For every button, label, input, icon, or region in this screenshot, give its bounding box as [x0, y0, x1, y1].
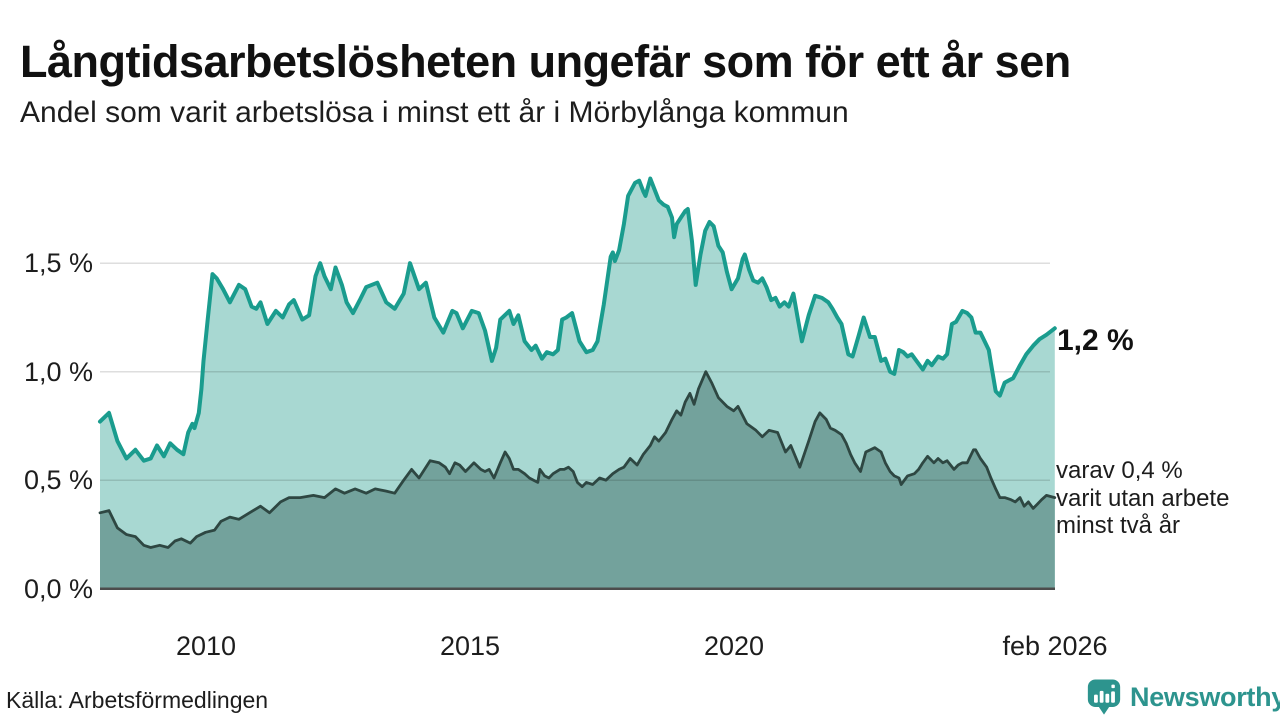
line-min-one-year	[98, 176, 1057, 463]
x-axis-tick-2020: 2020	[703, 631, 765, 661]
y-axis-tick-0-5: 0,5 %	[23, 465, 93, 495]
y-axis-tick-1-5: 1,5 %	[23, 248, 93, 278]
newsworthy-logo: Newsworthy	[1085, 678, 1280, 717]
area-fill-min-two-years	[100, 371, 1055, 589]
newsworthy-bubble-chart-icon	[1087, 679, 1121, 715]
newsworthy-wordmark: Newsworthy	[1130, 682, 1280, 712]
source-credit: Källa: Arbetsförmedlingen	[6, 687, 269, 713]
annotation-line-2: varit utan arbete	[1056, 484, 1230, 512]
y-axis-tick-1-0: 1,0 %	[23, 357, 93, 387]
x-axis-tick-2010: 2010	[175, 631, 237, 661]
x-axis-tick-feb-2026: feb 2026	[1002, 631, 1108, 661]
secondary-series-annotation: varav 0,4 % varit utan arbete minst två …	[1056, 457, 1229, 540]
page-title: Långtidsarbetslösheten ungefär som för e…	[20, 36, 1071, 88]
x-axis-tick-2015: 2015	[439, 631, 501, 661]
annotation-line-3: minst två år	[1056, 512, 1181, 539]
y-axis-tick-0-0: 0,0 %	[23, 574, 93, 604]
series-end-value-label: 1,2 %	[1057, 324, 1134, 357]
line-min-two-years	[98, 370, 1057, 549]
chart-subtitle: Andel som varit arbetslösa i minst ett å…	[20, 96, 849, 129]
annotation-line-1: varav 0,4 %	[1056, 457, 1183, 484]
